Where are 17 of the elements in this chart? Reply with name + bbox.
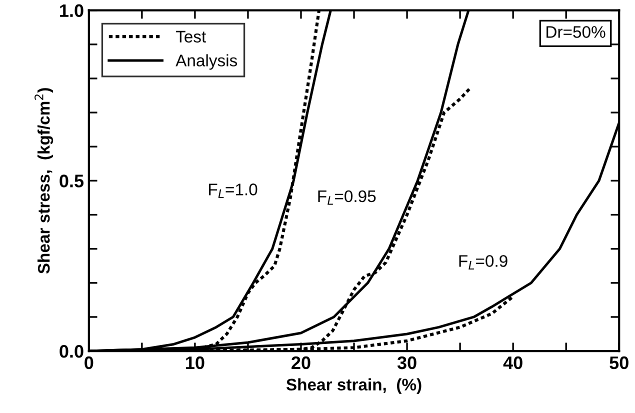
x-tick-label: 0	[84, 356, 94, 370]
x-tick-label: 50	[610, 356, 628, 370]
x-tick-label: 10	[186, 356, 204, 370]
annotation: F$_{L}$=0.9	[459, 255, 508, 270]
x-axis-title: Shear strain, (%)	[286, 378, 422, 394]
y-axis-title: Shear stress, (kgf/cm$^{2}$)	[34, 88, 54, 274]
legend-label: Analysis	[176, 54, 238, 70]
x-tick-label: 20	[292, 356, 310, 370]
annotation: Dr=50%	[546, 26, 606, 38]
x-tick-label: 30	[397, 356, 416, 370]
annotation: F$_{L}$=1.0	[209, 184, 258, 198]
legend-label: Test	[176, 30, 206, 43]
annotation: F$_{L}$=0.95	[318, 190, 376, 205]
y-tick-label: 0.0	[60, 344, 84, 358]
x-tick-label: 40	[503, 356, 522, 370]
y-tick-label: 0.5	[60, 174, 84, 188]
y-tick-label: 1.0	[60, 4, 84, 18]
